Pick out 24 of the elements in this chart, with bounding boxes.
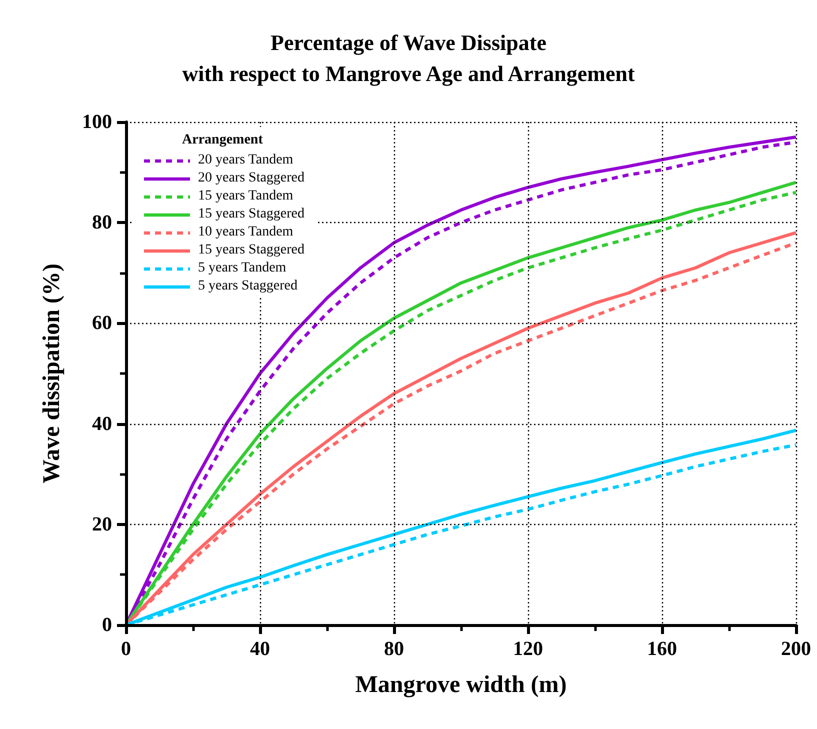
x-axis-title: Mangrove width (m) [355,672,567,698]
legend-label: 20 years Staggered [198,170,305,186]
legend-label: 20 years Tandem [198,152,294,168]
y-tick-label: 60 [92,312,112,334]
y-axis-title: Wave dissipation (%) [39,263,65,484]
x-tick-label: 0 [121,638,131,660]
x-tick-label: 40 [250,638,270,660]
y-tick-label: 0 [102,614,112,636]
legend-title: Arrangement [182,132,264,148]
legend-label: 10 years Tandem [198,224,294,240]
x-tick-label: 160 [647,638,677,660]
legend-label: 5 years Staggered [198,278,298,294]
x-tick-label: 80 [384,638,404,660]
y-tick-label: 40 [92,412,112,435]
legend-label: 15 years Tandem [198,188,294,204]
legend-label: 15 years Staggered [198,242,305,258]
legend-label: 15 years Staggered [198,206,305,222]
x-tick-label: 120 [513,638,543,660]
chart-title: Percentage of Wave Dissipate with respect to Mangrove Age and Arrangement [182,30,636,86]
y-tick-label: 20 [92,513,112,536]
y-tick-label: 100 [82,111,112,133]
legend-label: 5 years Tandem [198,260,286,276]
y-tick-label: 80 [92,212,112,234]
x-tick-label: 200 [781,638,811,660]
